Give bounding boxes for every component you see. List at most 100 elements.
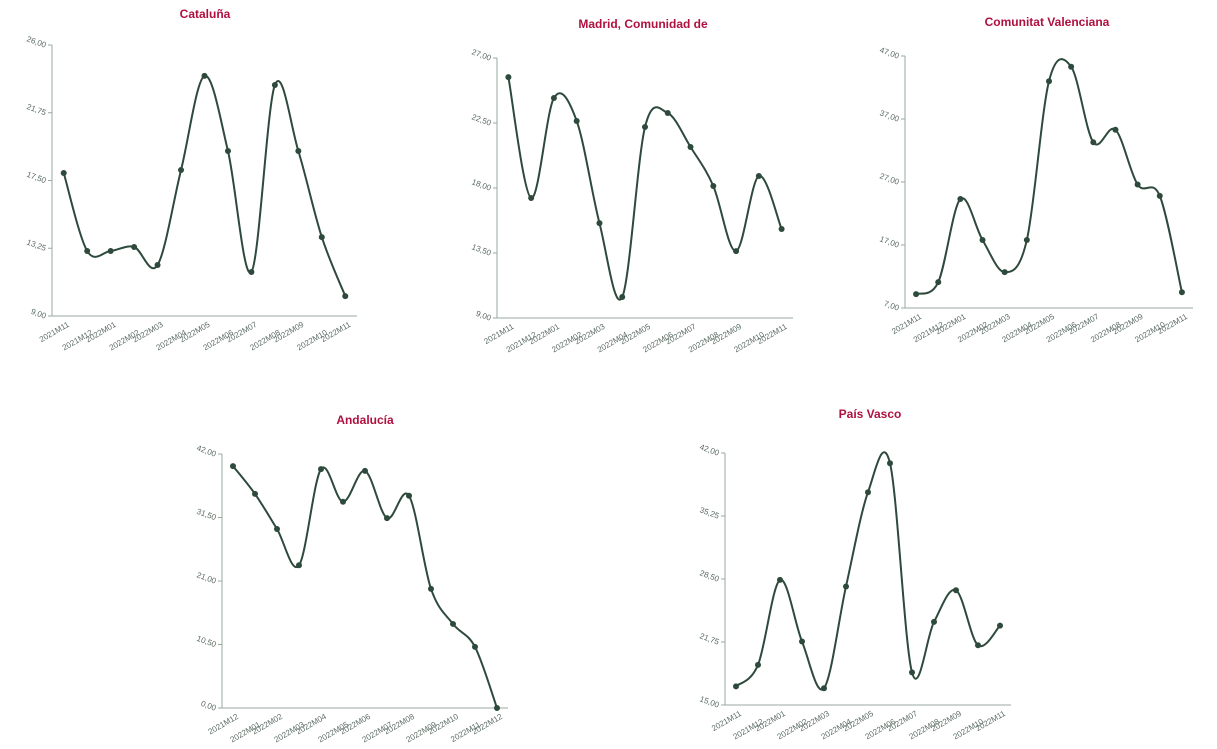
y-tick-label: 9,00 [475,309,493,323]
data-point [799,638,805,645]
data-point [550,95,557,102]
data-point [178,166,185,173]
data-point [295,148,302,155]
data-point [975,642,981,649]
data-point [777,576,783,583]
y-tick-label: 22,50 [470,112,492,127]
y-tick-label: 21,00 [195,570,217,585]
data-point [687,143,694,150]
chart-title: Cataluña [180,7,231,21]
data-point [406,492,412,499]
data-point [935,279,942,286]
data-point [997,622,1003,629]
y-tick-label: 13,25 [25,238,47,253]
data-point [1046,78,1052,85]
chart-panel: Andalucía0,0010,5021,0031,5042,002021M12… [195,413,508,744]
y-tick-label: 21,75 [25,102,47,117]
data-point [1112,126,1119,133]
data-point [274,525,280,532]
data-point [131,243,138,250]
y-tick-label: 47,00 [878,45,900,60]
y-tick-label: 17,00 [878,234,900,249]
y-tick-label: 9,00 [30,307,48,321]
data-point [778,226,785,233]
data-point [472,643,478,650]
data-point [450,620,456,627]
chart-title: País Vasco [839,407,902,421]
y-tick-label: 37,00 [878,108,900,123]
data-point [384,515,390,522]
data-point [296,562,302,569]
data-point [887,460,893,467]
data-point [248,269,255,276]
data-point [1068,63,1075,70]
chart-panel: Madrid, Comunidad de 9,00 13,50 18,00 22,50 2… [470,17,793,354]
y-tick-label: 42,00 [698,442,720,457]
data-point [224,148,231,155]
data-point [342,293,349,300]
y-tick-label: 35,25 [698,505,720,520]
data-point [953,587,959,594]
data-point [1134,181,1141,188]
data-point [252,490,258,497]
data-point [979,236,986,243]
data-point [340,498,346,505]
data-point [865,489,871,496]
data-point [271,82,278,89]
data-point [318,466,324,473]
y-tick-label: 27,00 [470,47,492,62]
y-tick-label: 17,50 [25,170,47,185]
data-point [733,683,739,690]
data-point [84,247,91,254]
y-tick-label: 27,00 [878,171,900,186]
data-point [1023,236,1030,243]
data-point [201,72,208,79]
y-tick-label: 28,50 [698,568,720,583]
y-tick-label: 7,00 [883,299,901,313]
data-point [909,669,915,676]
chart-title: Andalucía [336,413,394,427]
data-point [573,117,580,124]
y-tick-label: 13,50 [470,242,492,257]
data-point [107,247,114,254]
y-tick-label: 18,00 [470,177,492,192]
chart-title: Comunitat Valenciana [985,15,1110,29]
data-point [957,196,964,203]
data-point [596,220,603,227]
data-line [915,58,1183,296]
data-point [428,585,434,592]
data-point [755,173,762,180]
data-point [843,583,849,590]
y-tick-label: 10,50 [195,634,217,649]
data-point [1156,192,1163,199]
data-line [62,74,347,297]
data-line [735,451,1001,691]
data-point [154,261,161,268]
data-point [528,194,535,201]
data-point [733,248,740,255]
data-point [642,124,648,131]
data-line [232,465,498,709]
data-point [60,170,67,177]
data-point [1178,289,1185,296]
data-line [507,76,783,301]
data-point [664,110,671,117]
data-point [230,463,236,470]
data-point [931,618,937,625]
y-tick-label: 0,00 [200,699,218,713]
y-tick-label: 31,50 [195,507,217,522]
data-point [821,685,827,692]
y-tick-label: 21,75 [698,631,720,646]
y-tick-label: 42,00 [195,443,217,458]
data-point [1090,139,1097,146]
data-point [494,705,500,711]
data-point [755,661,761,668]
chart-title: Madrid, Comunidad de [578,17,708,31]
y-tick-label: 15,00 [698,694,720,709]
data-point [1001,269,1008,276]
data-point [505,74,512,81]
data-point [318,234,325,241]
data-point [913,291,920,298]
